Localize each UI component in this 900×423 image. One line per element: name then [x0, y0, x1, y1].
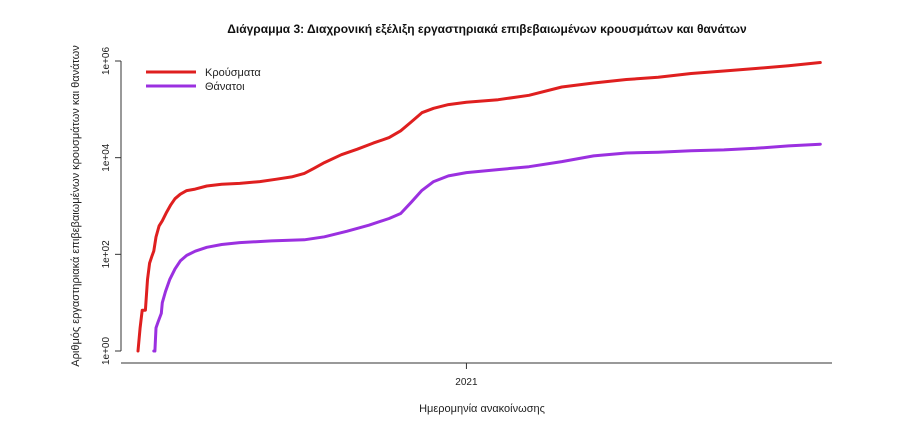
- y-tick-label: 1e+04: [101, 143, 112, 172]
- x-tick-label: 2021: [455, 377, 478, 388]
- x-ticks: 2021: [455, 363, 478, 388]
- plot-area: [136, 61, 822, 353]
- series-line-cases: [136, 61, 822, 353]
- x-axis: 2021: [121, 362, 832, 388]
- y-tick-label: 1e+06: [101, 47, 112, 76]
- y-tick-label: 1e+00: [101, 337, 112, 366]
- x-axis-label: Ημερομηνία ανακοίνωσης: [419, 403, 545, 415]
- series-line-deaths: [152, 142, 822, 353]
- chart-title: Διάγραμμα 3: Διαχρονική εξέλιξη εργαστηρ…: [227, 22, 747, 36]
- y-ticks: 1e+00 1e+02 1e+04 1e+06: [101, 47, 121, 366]
- legend: Κρούσματα Θάνατοι: [146, 67, 261, 93]
- legend-label-cases: Κρούσματα: [205, 67, 261, 79]
- y-tick-label: 1e+02: [101, 240, 112, 269]
- y-axis-label: Αριθμός εργαστηριακά επιβεβαιωμένων κρου…: [70, 45, 82, 367]
- y-axis: 1e+00 1e+02 1e+04 1e+06: [101, 47, 122, 366]
- legend-label-deaths: Θάνατοι: [205, 81, 245, 93]
